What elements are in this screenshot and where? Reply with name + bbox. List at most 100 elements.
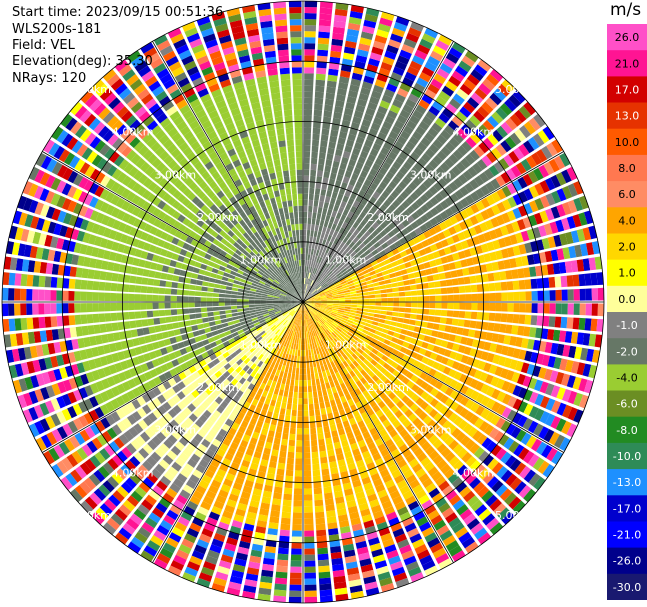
- velocity-gate: [346, 164, 355, 173]
- velocity-gate: [533, 423, 544, 437]
- velocity-gate: [162, 454, 174, 465]
- velocity-gate: [183, 283, 190, 290]
- velocity-gate: [457, 447, 468, 459]
- velocity-gate: [45, 385, 56, 398]
- velocity-gate: [391, 566, 406, 577]
- velocity-gate: [264, 316, 271, 321]
- velocity-gate: [304, 25, 316, 32]
- velocity-gate: [390, 33, 403, 43]
- velocity-gate: [306, 278, 310, 285]
- velocity-gate: [419, 554, 433, 566]
- velocity-gate: [316, 341, 320, 348]
- velocity-gate: [344, 292, 351, 296]
- velocity-gate: [306, 266, 309, 273]
- velocity-gate: [292, 397, 298, 405]
- velocity-gate: [62, 278, 70, 289]
- velocity-gate: [361, 256, 369, 263]
- velocity-gate: [412, 265, 420, 272]
- velocity-gate: [74, 216, 84, 229]
- velocity-gate: [434, 258, 443, 266]
- velocity-gate: [270, 324, 276, 330]
- velocity-gate: [129, 456, 141, 468]
- velocity-gate: [261, 293, 268, 297]
- velocity-gate: [458, 419, 468, 430]
- velocity-gate: [401, 219, 410, 228]
- velocity-gate: [428, 368, 437, 377]
- velocity-gate: [449, 204, 459, 214]
- velocity-gate: [455, 161, 466, 173]
- velocity-gate: [111, 424, 123, 436]
- velocity-gate: [415, 320, 422, 327]
- velocity-gate: [404, 285, 411, 291]
- velocity-gate: [432, 345, 441, 354]
- velocity-gate: [103, 344, 111, 354]
- velocity-gate: [590, 272, 598, 286]
- velocity-gate: [290, 560, 302, 567]
- velocity-gate: [469, 149, 480, 161]
- velocity-gate: [538, 225, 547, 237]
- velocity-gate: [288, 366, 293, 374]
- velocity-gate: [300, 320, 302, 326]
- velocity-gate: [245, 280, 253, 285]
- velocity-gate: [143, 545, 158, 557]
- velocity-gate: [403, 469, 414, 479]
- velocity-gate: [386, 400, 396, 410]
- velocity-gate: [68, 290, 75, 301]
- velocity-gate: [567, 183, 578, 197]
- velocity-gate: [451, 70, 465, 82]
- velocity-gate: [20, 228, 30, 242]
- velocity-gate: [320, 339, 325, 346]
- velocity-gate: [220, 359, 228, 366]
- velocity-gate: [360, 425, 368, 434]
- velocity-gate: [44, 357, 53, 370]
- velocity-gate: [522, 173, 533, 186]
- velocity-gate: [213, 453, 223, 463]
- velocity-gate: [358, 275, 365, 281]
- velocity-gate: [404, 71, 417, 82]
- velocity-gate: [432, 273, 440, 281]
- velocity-gate: [26, 230, 36, 243]
- velocity-gate: [200, 382, 209, 391]
- velocity-gate: [306, 306, 310, 313]
- velocity-gate: [353, 66, 365, 75]
- velocity-gate: [493, 88, 507, 101]
- velocity-gate: [307, 293, 312, 298]
- velocity-gate: [304, 7, 317, 14]
- velocity-gate: [512, 398, 523, 411]
- velocity-gate: [152, 387, 162, 397]
- velocity-gate: [335, 371, 341, 379]
- velocity-gate: [277, 363, 283, 371]
- velocity-gate: [265, 318, 272, 323]
- velocity-gate: [352, 448, 361, 457]
- velocity-gate: [285, 378, 291, 386]
- velocity-gate: [488, 364, 498, 375]
- velocity-gate: [308, 304, 314, 308]
- velocity-gate: [402, 161, 413, 171]
- velocity-gate: [309, 181, 315, 189]
- velocity-gate: [322, 389, 328, 397]
- velocity-gate: [415, 125, 426, 136]
- velocity-gate: [3, 256, 12, 270]
- velocity-gate: [332, 346, 339, 353]
- velocity-gate: [262, 422, 270, 430]
- velocity-gate: [498, 158, 510, 170]
- velocity-gate: [264, 397, 271, 405]
- velocity-gate: [457, 363, 466, 373]
- velocity-gate: [490, 217, 500, 228]
- velocity-gate: [482, 513, 496, 526]
- velocity-gate: [332, 321, 339, 327]
- velocity-gate: [270, 361, 276, 368]
- velocity-gate: [180, 421, 190, 432]
- velocity-gate: [433, 316, 441, 323]
- velocity-gate: [361, 514, 373, 523]
- velocity-gate: [182, 407, 192, 417]
- velocity-gate: [353, 529, 365, 538]
- velocity-gate: [267, 338, 273, 344]
- velocity-gate: [181, 263, 189, 271]
- velocity-gate: [495, 175, 506, 187]
- velocity-gate: [80, 373, 89, 385]
- velocity-gate: [230, 378, 239, 386]
- velocity-gate: [98, 303, 105, 312]
- velocity-gate: [32, 317, 40, 329]
- velocity-gate: [238, 314, 245, 319]
